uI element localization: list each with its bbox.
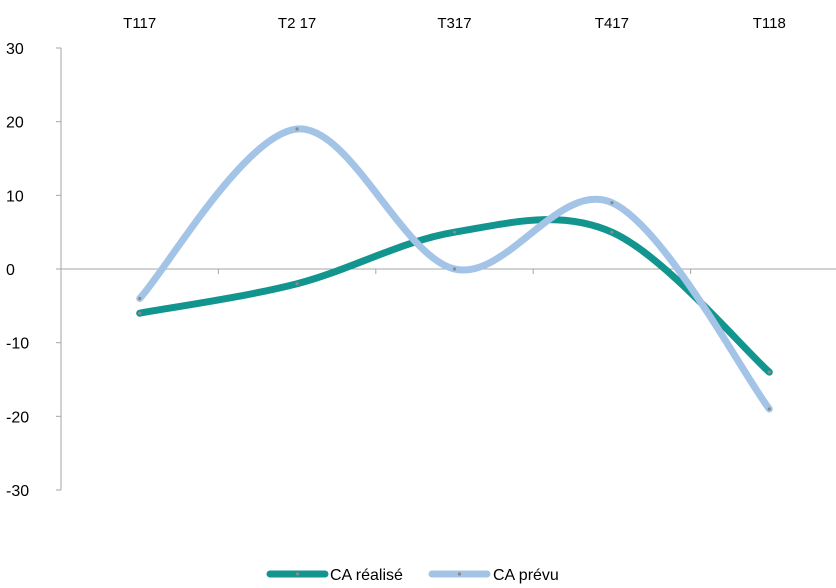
axes: 30 20 10 0 -10 -20 -30 T117 T2 17 T317 T417 T118 [6,15,836,500]
data-point [767,370,771,374]
x-ticks: T117 T2 17 T317 T417 T118 [123,15,786,274]
x-category-label: T417 [595,15,629,32]
x-category-label: T118 [753,15,786,32]
data-point [295,127,299,131]
legend-marker [457,572,462,576]
series-ca-prevu [136,125,773,413]
y-tick-label: 0 [6,262,15,279]
legend-label: CA prévu [493,567,559,584]
legend-item: CA prévu [428,567,559,584]
data-point [295,282,299,286]
data-point [138,296,142,301]
x-category-label: T317 [437,15,471,32]
legend-marker [295,572,300,576]
y-ticks: 30 20 10 0 -10 -20 -30 [6,41,61,500]
y-tick-label: 10 [6,188,24,205]
x-category-label: T2 17 [278,15,316,32]
data-point [452,267,457,271]
data-point [452,230,457,234]
y-tick-label: 30 [6,41,24,58]
data-point [610,201,614,205]
y-tick-label: 20 [6,115,24,132]
legend-label: CA réalisé [330,567,403,584]
x-category-label: T117 [123,15,156,32]
data-point [767,407,771,411]
legend-item: CA réalisé [266,567,403,584]
y-tick-label: -30 [6,483,29,500]
y-tick-label: -10 [6,336,29,353]
legend: CA réalisé CA prévu [266,567,559,584]
y-tick-label: -20 [6,409,29,426]
data-point [138,311,142,315]
series-line [136,216,773,376]
series-layer [136,125,773,413]
series-ca-realise [136,216,773,376]
data-point [610,230,614,234]
